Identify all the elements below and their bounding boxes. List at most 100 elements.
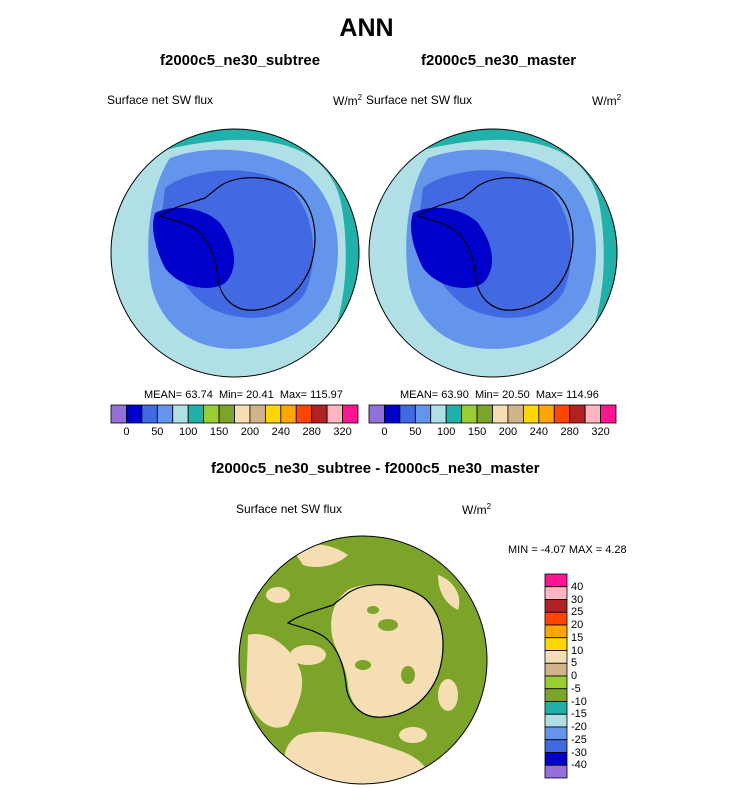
panel-1-variable-label: Surface net SW flux — [107, 93, 214, 107]
colorbar-box — [600, 404, 617, 424]
colorbar-box — [544, 637, 568, 651]
colorbar-box — [569, 404, 586, 424]
colorbar-tick-label: 240 — [529, 426, 548, 438]
colorbar-box — [544, 662, 568, 677]
figure-title: ANN — [339, 14, 394, 42]
antarctica-coastline — [416, 177, 574, 311]
antarctica-coastline — [286, 584, 444, 718]
map-fill-band-25 — [411, 207, 493, 288]
colorbar-box — [544, 650, 568, 664]
colorbar-box — [584, 404, 601, 424]
colorbar-tick-label: 240 — [271, 426, 290, 438]
diff-colorbar-ticks: 40 30 25 20 15 10 5 0 -5 -10 -15 -20 -25 -30 -40 — [571, 574, 611, 778]
map-boundary — [238, 535, 488, 785]
colorbar-tick-label: 50 — [151, 426, 164, 438]
colorbar-box — [156, 404, 174, 424]
colorbar-box — [384, 404, 401, 424]
colorbar-tick-label: 150 — [467, 426, 487, 438]
colorbar-box — [218, 404, 235, 424]
colorbar-box — [172, 404, 189, 424]
panel-1-colorbar — [110, 404, 359, 424]
colorbar-tick-label: 200 — [240, 426, 260, 438]
colorbar-tick-label: 320 — [333, 426, 352, 438]
map-fill-band-25 — [153, 207, 235, 288]
colorbar-tick-label: 5 — [571, 657, 578, 670]
colorbar-tick-label: -25 — [571, 733, 587, 746]
colorbar-box — [544, 726, 568, 741]
colorbar-box — [544, 701, 568, 715]
colorbar-box — [492, 404, 509, 424]
colorbar-box — [368, 404, 385, 424]
colorbar-tick-label: 100 — [179, 426, 198, 438]
map-boundary — [368, 128, 618, 378]
panel-1-title: f2000c5_ne30_subtree — [160, 52, 321, 69]
panel-2-map — [368, 128, 618, 378]
colorbar-box — [544, 586, 568, 600]
antarctica-coastline — [158, 177, 316, 311]
colorbar-tick-label: 200 — [498, 426, 518, 438]
colorbar-box — [476, 404, 493, 424]
colorbar-box — [141, 404, 158, 424]
colorbar-box — [414, 404, 432, 424]
colorbar-tick-label: 50 — [409, 426, 422, 438]
panel-1-units: W/m2 — [333, 93, 363, 108]
panel-2-variable-label: Surface net SW flux — [366, 93, 473, 107]
colorbar-tick-label: 40 — [571, 580, 584, 593]
colorbar-box — [280, 404, 297, 424]
colorbar-box — [544, 764, 568, 779]
map-fill-negative-patches — [355, 606, 415, 684]
diff-title: f2000c5_ne30_subtree - f2000c5_ne30_mast… — [211, 460, 540, 477]
colorbar-box — [522, 404, 540, 424]
colorbar-box — [544, 688, 568, 702]
colorbar-tick-label: -10 — [571, 695, 587, 708]
colorbar-box — [264, 404, 282, 424]
colorbar-tick-label: -15 — [571, 708, 587, 721]
colorbar-tick-label: -20 — [571, 721, 587, 733]
colorbar-tick-label: 150 — [209, 426, 229, 438]
colorbar-tick-label: 280 — [560, 426, 579, 438]
map-fill-positive — [246, 544, 460, 784]
colorbar-box — [342, 404, 359, 424]
colorbar-box — [544, 752, 568, 766]
panel-2-title: f2000c5_ne30_master — [421, 52, 577, 69]
colorbar-box — [430, 404, 447, 424]
colorbar-tick-label: 15 — [571, 631, 584, 644]
colorbar-box — [544, 739, 568, 753]
panel-2-colorbar — [368, 404, 617, 424]
colorbar-box — [249, 404, 266, 424]
colorbar-box — [538, 404, 555, 424]
colorbar-box — [110, 404, 127, 424]
colorbar-tick-label: 100 — [437, 426, 456, 438]
panel-1-stats: MEAN= 63.74 Min= 20.41 Max= 115.97 — [144, 389, 343, 401]
colorbar-box — [544, 573, 568, 588]
panel-2-stats: MEAN= 63.90 Min= 20.50 Max= 114.96 — [400, 389, 599, 401]
diff-stats: MIN = -4.07 MAX = 4.28 — [508, 544, 627, 556]
colorbar-box — [203, 404, 220, 424]
colorbar-box — [399, 404, 416, 424]
diff-units: W/m2 — [462, 502, 492, 517]
colorbar-box — [295, 404, 313, 424]
colorbar-box — [544, 624, 568, 639]
diff-map — [238, 535, 488, 785]
colorbar-box — [544, 611, 568, 626]
diff-colorbar — [544, 573, 568, 779]
colorbar-tick-label: 0 — [381, 426, 388, 438]
colorbar-box — [507, 404, 524, 424]
colorbar-tick-label: 0 — [123, 426, 130, 438]
colorbar-box — [445, 404, 463, 424]
colorbar-tick-label: 0 — [571, 670, 578, 682]
colorbar-tick-label: 25 — [571, 606, 584, 619]
colorbar-tick-label: -40 — [571, 759, 587, 772]
colorbar-tick-label: -30 — [571, 746, 587, 759]
colorbar-tick-label: 280 — [302, 426, 321, 438]
colorbar-tick-label: 30 — [571, 593, 584, 606]
colorbar-tick-label: 10 — [571, 644, 584, 657]
colorbar-box — [234, 404, 251, 424]
colorbar-box — [126, 404, 143, 424]
colorbar-box — [326, 404, 343, 424]
colorbar-tick-label: 320 — [591, 426, 610, 438]
panel-2-colorbar-ticks: 0 50 100 150 200 240 280 320 — [369, 426, 616, 440]
panel-1-colorbar-ticks: 0 50 100 150 200 240 280 320 — [111, 426, 358, 440]
colorbar-tick-label: -5 — [571, 682, 581, 695]
colorbar-box — [544, 675, 568, 690]
